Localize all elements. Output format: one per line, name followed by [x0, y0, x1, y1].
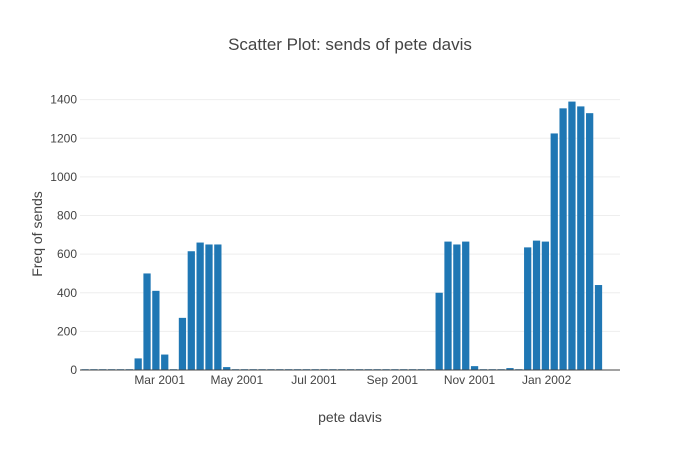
bar [594, 285, 603, 370]
x-tick-label: Mar 2001 [134, 373, 185, 387]
bar [161, 354, 169, 370]
y-tick-label: 1000 [50, 170, 77, 184]
y-tick-label: 0 [70, 363, 77, 377]
bar [541, 241, 550, 370]
bar [470, 366, 479, 370]
x-tick-label: Jul 2001 [291, 373, 337, 387]
grid-layer [80, 99, 620, 332]
chart-title: Scatter Plot: sends of pete davis [228, 35, 472, 54]
bar [178, 317, 187, 370]
bar [462, 241, 470, 370]
bar [550, 133, 558, 370]
y-tick-label: 800 [57, 209, 77, 223]
bar [577, 106, 585, 370]
bar [532, 240, 541, 370]
bar [435, 292, 443, 370]
y-tick-label: 600 [57, 247, 77, 261]
bar [143, 273, 151, 370]
bar [444, 241, 452, 370]
bar [559, 108, 567, 370]
axis-layer: 0 200 400 600 800 1000 1200 1400 Mar 2001 May 200… [50, 93, 620, 387]
bar [205, 244, 213, 370]
bars-layer [81, 101, 603, 371]
y-tick-label: 1400 [50, 93, 77, 107]
y-tick-label: 200 [57, 324, 77, 338]
x-axis-title: pete davis [318, 409, 382, 425]
bar [196, 242, 204, 370]
bar [134, 358, 142, 370]
bar [586, 113, 594, 371]
x-tick-label: Sep 2001 [367, 373, 419, 387]
y-tick-label: 400 [57, 286, 77, 300]
x-tick-label: Jan 2002 [522, 373, 572, 387]
bar [524, 247, 532, 370]
y-axis-title: Freq of sends [29, 191, 45, 277]
bar [152, 290, 160, 370]
bar [453, 244, 461, 370]
bar [214, 244, 222, 370]
x-tick-label: May 2001 [210, 373, 263, 387]
x-tick-label: Nov 2001 [444, 373, 496, 387]
bar [568, 101, 576, 370]
bar [223, 367, 231, 370]
bar [506, 368, 514, 370]
bar [187, 251, 195, 370]
y-tick-label: 1200 [50, 131, 77, 145]
